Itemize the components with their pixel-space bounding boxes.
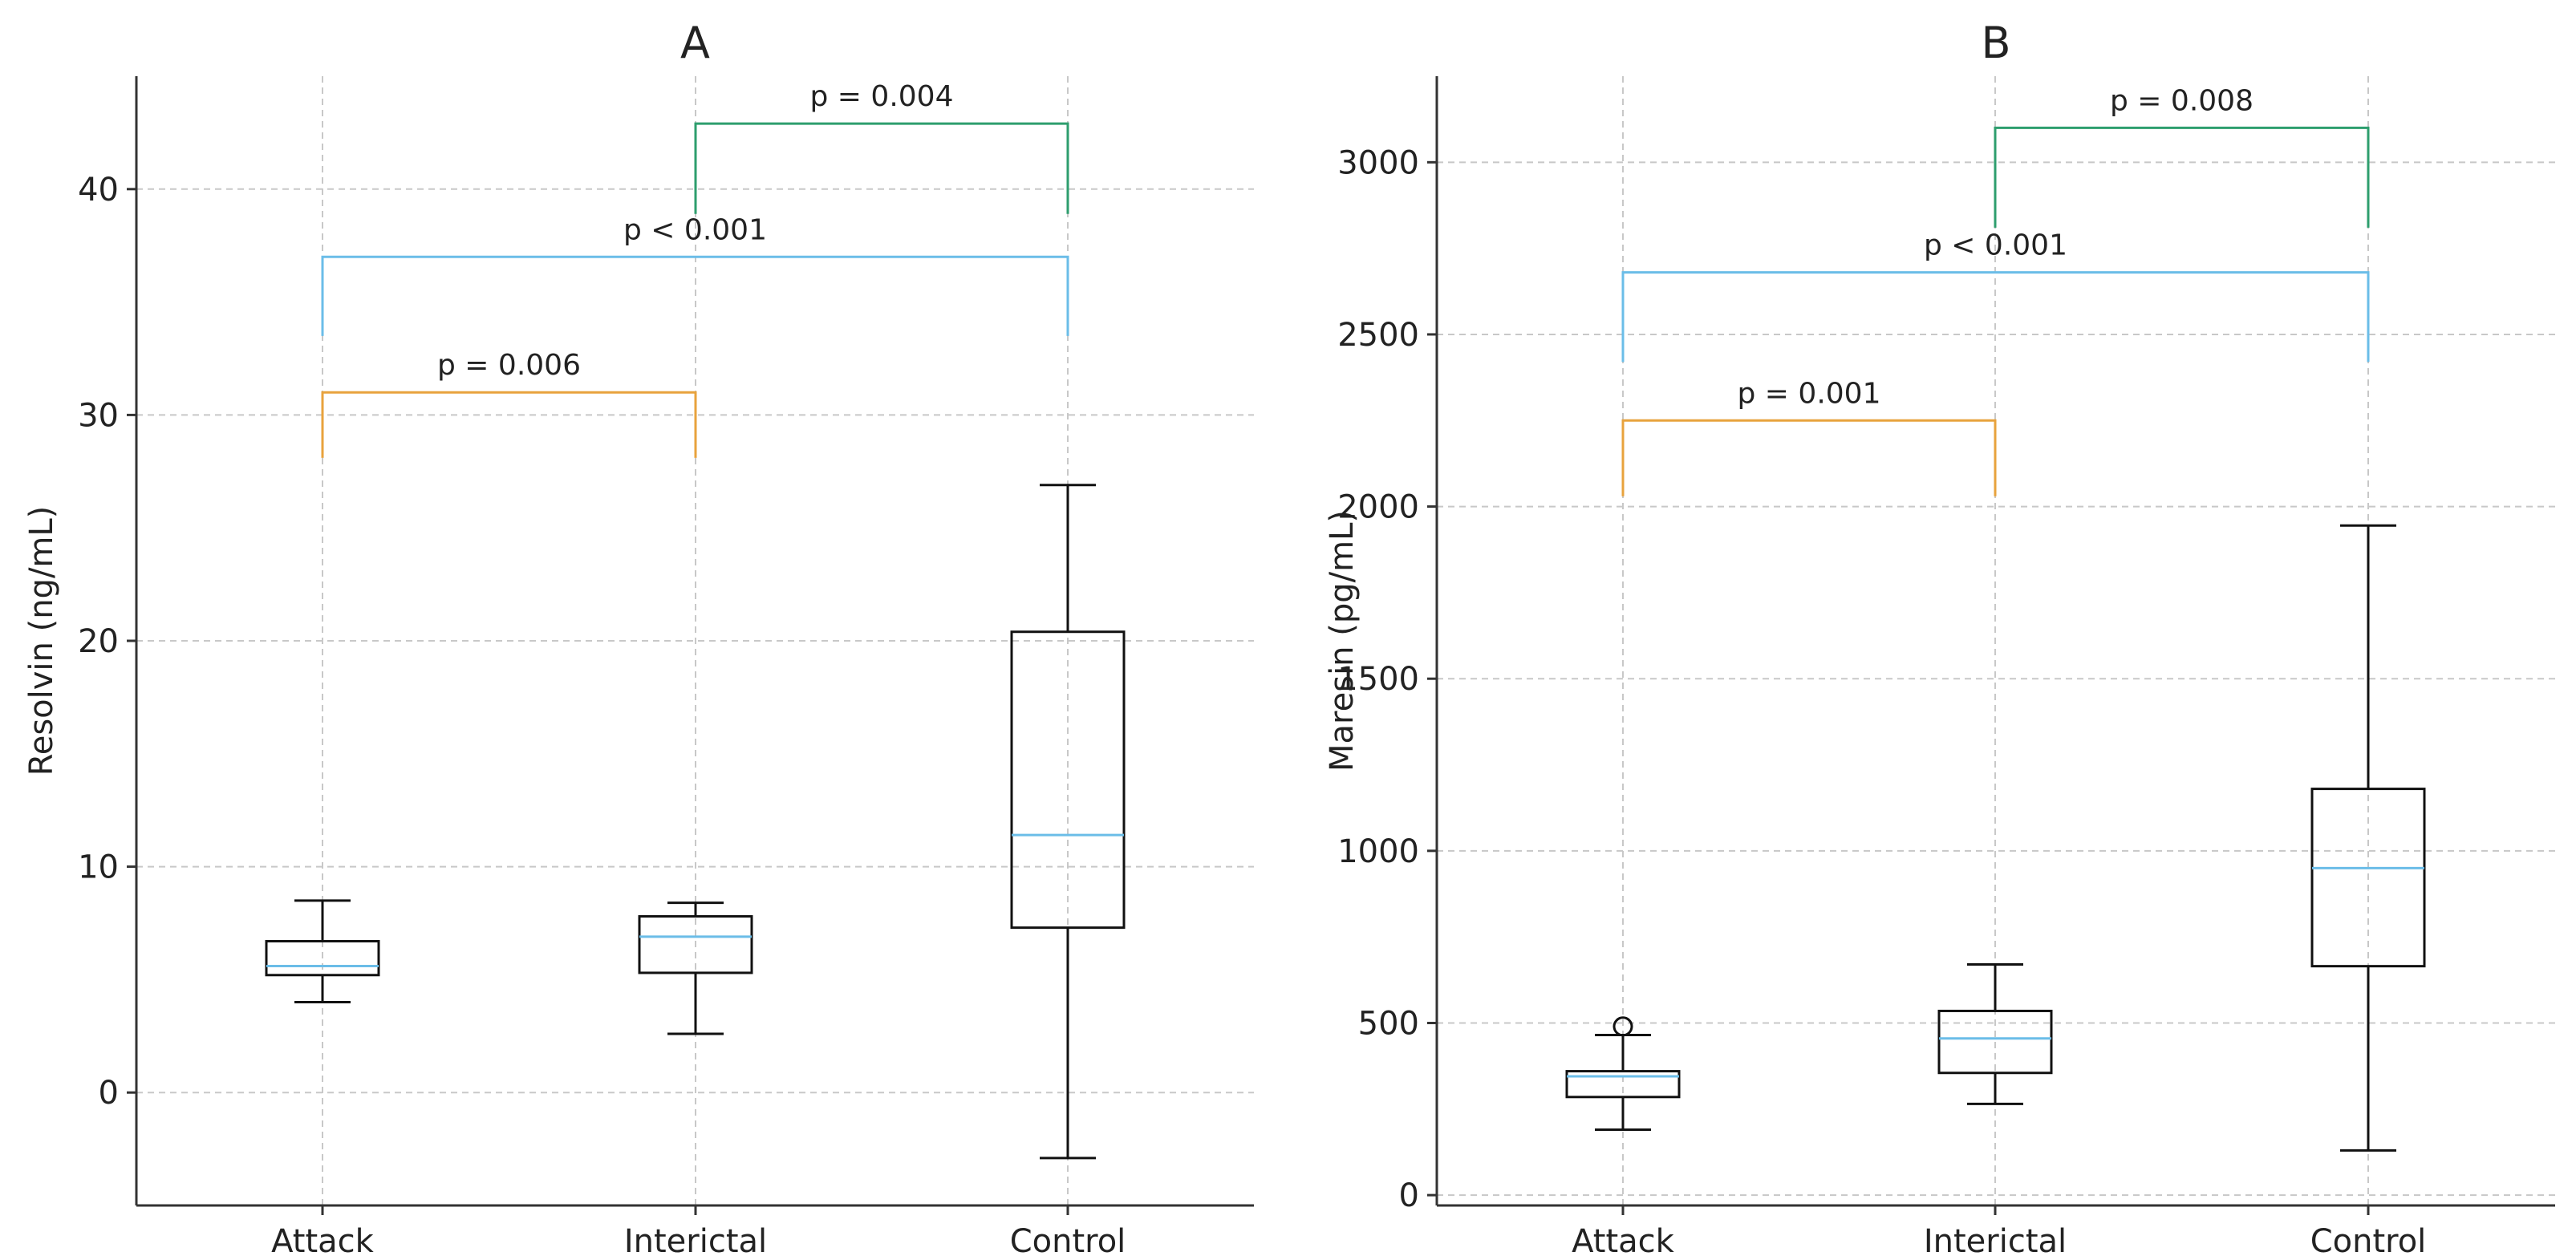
y-tick-label: 1500 <box>1337 661 1419 698</box>
y-tick-label: 2000 <box>1337 489 1419 526</box>
p-value-label: p = 0.008 <box>2110 84 2253 117</box>
bracket-line <box>1994 126 2370 228</box>
y-tick-label: 40 <box>78 172 119 209</box>
y-tick-label: 3000 <box>1337 144 1419 181</box>
significance-bracket: p < 0.001 <box>321 213 1069 336</box>
significance-bracket: p < 0.001 <box>1621 229 2370 363</box>
bracket-line <box>1621 419 1997 496</box>
y-tick-label: 10 <box>78 849 119 886</box>
p-value-label: p = 0.004 <box>810 80 954 113</box>
iqr-box <box>638 915 753 974</box>
bracket-line <box>321 255 1069 336</box>
significance-bracket: p = 0.004 <box>694 80 1069 214</box>
x-tick-label: Control <box>2310 1223 2427 1260</box>
box-control <box>2310 524 2426 1152</box>
x-tick-label: Control <box>1010 1223 1126 1260</box>
box-attack <box>265 899 380 1004</box>
outlier-point <box>1613 1016 1633 1037</box>
iqr-box <box>1565 1070 1681 1099</box>
y-tick-label: 1000 <box>1337 833 1419 870</box>
bracket-line <box>321 391 697 458</box>
chart-title: B <box>1981 18 2010 68</box>
x-tick-label: Attack <box>1572 1223 1675 1260</box>
iqr-box <box>265 940 380 977</box>
y-tick-label: 2500 <box>1337 317 1419 354</box>
x-tick-label: Interictal <box>1924 1223 2067 1260</box>
iqr-box <box>1937 1009 2053 1075</box>
box-interictal <box>638 901 753 1035</box>
panel-b: 0 500 1000 1500 2000 2500 3000 Attack Interictal… <box>1324 18 2555 1260</box>
chart-title: A <box>680 18 710 68</box>
p-value-label: p = 0.001 <box>1738 377 1881 410</box>
y-tick-label: 0 <box>99 1075 119 1112</box>
y-axis-label: Resolvin (ng/mL) <box>23 506 60 776</box>
x-tick-label: Attack <box>271 1223 375 1260</box>
significance-bracket: p = 0.008 <box>1994 84 2370 228</box>
iqr-box <box>2310 788 2426 968</box>
y-tick-label: 500 <box>1358 1005 1419 1042</box>
y-tick-label: 30 <box>78 397 119 434</box>
box-attack <box>1565 1016 1681 1132</box>
bracket-line <box>694 122 1069 214</box>
x-tick-label: Interictal <box>624 1223 767 1260</box>
p-value-label: p < 0.001 <box>1924 229 2067 262</box>
p-value-label: p < 0.001 <box>623 213 767 246</box>
box-interictal <box>1937 963 2053 1105</box>
y-tick-label: 0 <box>1399 1177 1419 1214</box>
significance-bracket: p = 0.006 <box>321 349 697 458</box>
iqr-box <box>1010 630 1126 930</box>
y-tick-label: 20 <box>78 623 119 660</box>
p-value-label: p = 0.006 <box>437 349 581 382</box>
y-axis-label: Maresin (pg/mL) <box>1324 510 1361 772</box>
bracket-line <box>1621 271 2370 363</box>
panel-a: 0 10 20 30 40 Attack Interictal Control A Resolvi… <box>23 18 1254 1260</box>
box-control <box>1010 484 1126 1160</box>
significance-bracket: p = 0.001 <box>1621 377 1997 496</box>
